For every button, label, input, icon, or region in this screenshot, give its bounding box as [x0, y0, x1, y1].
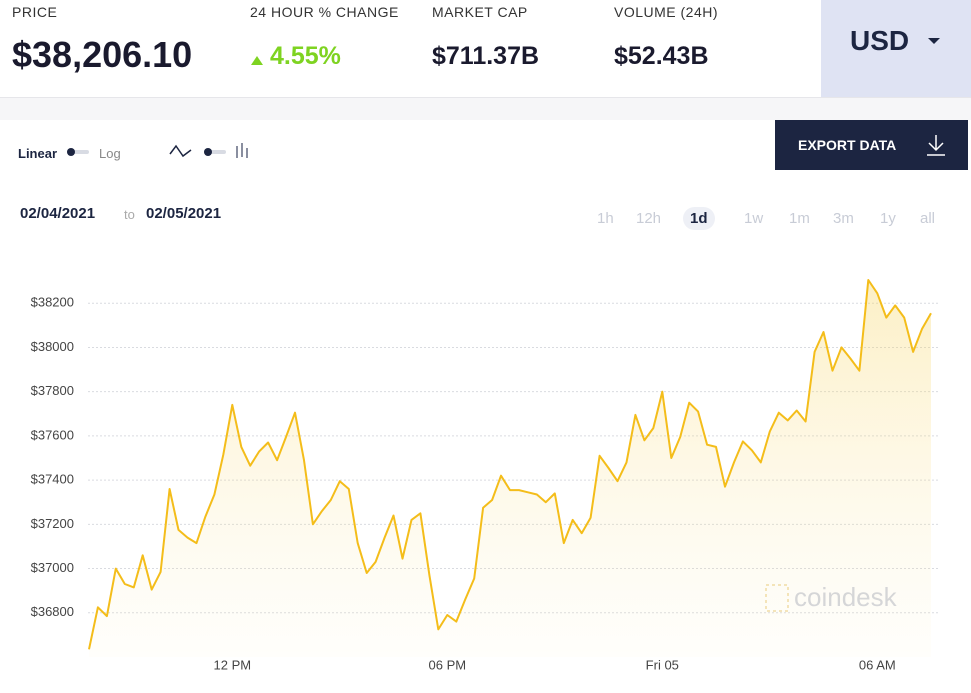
currency-select[interactable]: USD: [821, 0, 971, 97]
caret: [928, 38, 940, 44]
range-button[interactable]: all: [920, 210, 936, 227]
y-tick-label: $37400: [31, 472, 74, 487]
currency: USD: [850, 25, 910, 56]
y-tick-label: $38200: [31, 295, 74, 310]
watermark: coindesk: [794, 582, 898, 612]
toggle-knob: [204, 148, 212, 156]
range-button[interactable]: 1d: [683, 207, 715, 230]
market-cap-value: $711.37B: [432, 42, 540, 70]
y-tick-label: $37200: [31, 516, 74, 531]
change-value: 4.55%: [270, 42, 341, 70]
linear-option[interactable]: Linear: [18, 146, 58, 161]
divider: [0, 97, 971, 120]
download-icon: [927, 135, 945, 156]
area-fill: [89, 280, 931, 657]
y-tick-label: $37000: [31, 560, 74, 575]
x-tick-label: 06 AM: [859, 657, 896, 672]
change-label: 24 HOUR % CHANGE: [250, 4, 399, 20]
y-tick-label: $36800: [31, 604, 74, 619]
export-label: EXPORT DATA: [798, 137, 897, 153]
log-option[interactable]: Log: [99, 146, 121, 161]
range-button[interactable]: 1w: [744, 210, 764, 227]
range-button[interactable]: 1m: [789, 210, 810, 227]
price-label: PRICE: [12, 4, 58, 20]
line-icon: [169, 144, 192, 158]
export-button[interactable]: EXPORT DATA: [775, 120, 968, 170]
y-tick-label: $37800: [31, 383, 74, 398]
market-cap-label: MARKET CAP: [432, 4, 528, 20]
up-arrow: [251, 56, 263, 65]
x-tick-label: Fri 05: [646, 657, 679, 672]
date-from[interactable]: 02/04/2021: [20, 205, 96, 222]
range-button[interactable]: 1y: [880, 210, 896, 227]
date-separator: to: [124, 207, 135, 222]
date-to[interactable]: 02/05/2021: [146, 205, 222, 222]
range-button[interactable]: 3m: [833, 210, 854, 227]
y-tick-label: $37600: [31, 427, 74, 442]
toggle-knob: [67, 148, 75, 156]
x-tick-label: 06 PM: [429, 657, 467, 672]
volume-label: VOLUME (24H): [614, 4, 719, 20]
price-line: [88, 279, 932, 650]
bar-icon: [236, 143, 248, 158]
y-tick-label: $38000: [31, 339, 74, 354]
x-tick-label: 12 PM: [214, 657, 252, 672]
range-button[interactable]: 1h: [597, 210, 614, 227]
watermark-logo: coindesk: [765, 582, 898, 612]
scale-toggle[interactable]: [67, 148, 89, 156]
volume-value: $52.43B: [614, 42, 709, 70]
price-value: $38,206.10: [12, 34, 193, 75]
chart-type-toggle[interactable]: [168, 140, 258, 164]
range-button[interactable]: 12h: [636, 210, 662, 227]
